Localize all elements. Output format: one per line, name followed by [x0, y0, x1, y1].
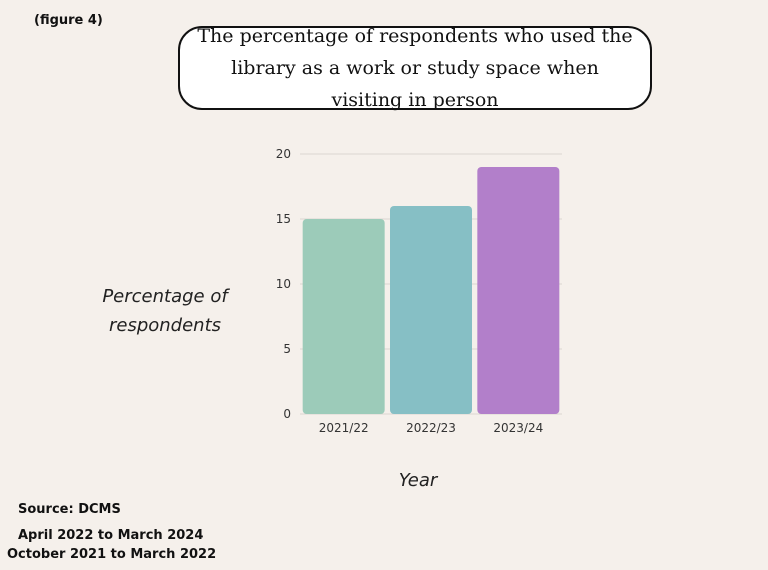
period-note-2: October 2021 to March 2022 [7, 547, 217, 562]
y-tick-label: 20 [276, 147, 291, 161]
x-axis-label: Year [398, 470, 438, 491]
y-tick-label: 10 [276, 277, 291, 291]
bar [477, 167, 560, 414]
y-tick-label: 5 [283, 342, 291, 356]
bar [302, 219, 385, 414]
x-tick-label: 2023/24 [493, 421, 543, 435]
y-axis-label: Percentage of respondents [102, 286, 228, 336]
y-tick-label: 15 [276, 212, 291, 226]
source-note: Source: DCMS [18, 502, 121, 517]
period-note-1: April 2022 to March 2024 [18, 528, 204, 543]
chart-title-box: The percentage of respondents who used t… [178, 25, 652, 111]
chart-title: The percentage of respondents who used t… [197, 25, 633, 111]
bar [390, 206, 472, 414]
figure-label: (figure 4) [34, 13, 103, 28]
x-tick-label: 2022/23 [406, 421, 456, 435]
y-tick-label: 0 [283, 407, 291, 421]
x-tick-label: 2021/22 [319, 421, 369, 435]
